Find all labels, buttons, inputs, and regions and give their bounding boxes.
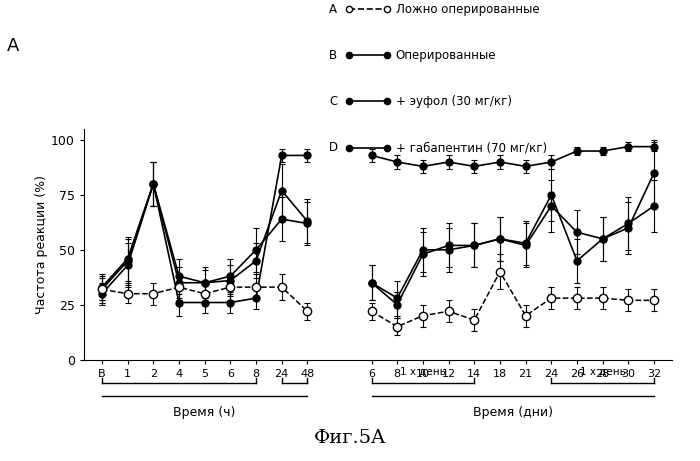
Text: A: A <box>329 3 337 16</box>
Text: + эуфол (30 мг/кг): + эуфол (30 мг/кг) <box>395 95 512 108</box>
Text: А: А <box>7 37 20 55</box>
Y-axis label: Частота реакции (%): Частота реакции (%) <box>35 175 48 314</box>
Text: Время (ч): Время (ч) <box>174 406 236 419</box>
Text: C: C <box>329 95 337 108</box>
Text: Фиг.5A: Фиг.5A <box>314 429 386 447</box>
Text: Ложно оперированные: Ложно оперированные <box>395 3 539 16</box>
Text: Оперированные: Оперированные <box>395 49 496 62</box>
Text: 1 х день: 1 х день <box>400 366 446 376</box>
Text: + габапентин (70 мг/кг): + габапентин (70 мг/кг) <box>395 141 547 154</box>
Text: B: B <box>329 49 337 62</box>
Text: D: D <box>329 141 338 154</box>
Text: Время (дни): Время (дни) <box>473 406 553 419</box>
Text: 1 х день: 1 х день <box>580 366 626 376</box>
